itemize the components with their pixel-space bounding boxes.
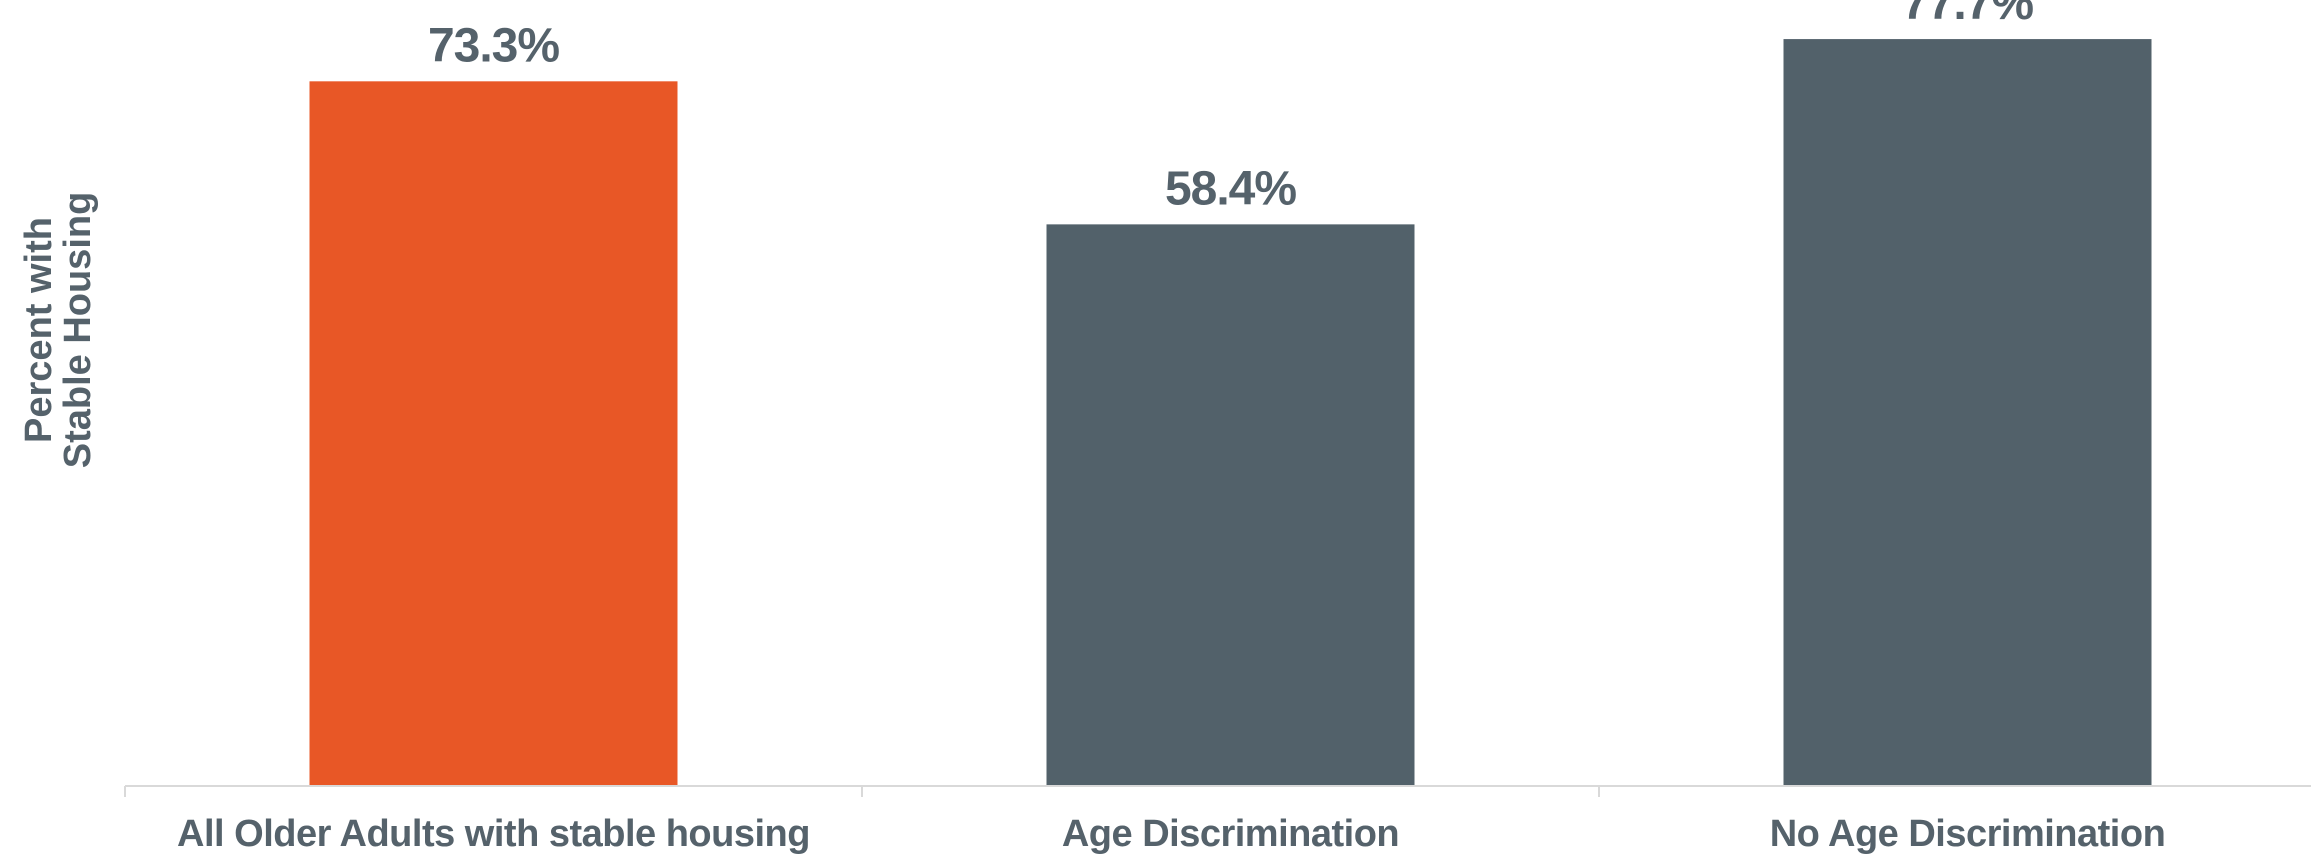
y-axis-title-line-1: Percent with bbox=[18, 217, 60, 443]
y-axis-title-line-2: Stable Housing bbox=[57, 192, 99, 469]
bar-value-label: 73.3% bbox=[428, 19, 559, 72]
y-axis-title: Percent with Stable Housing bbox=[18, 192, 99, 469]
bar-value-label: 58.4% bbox=[1165, 162, 1296, 215]
category-labels-group: All Older Adults with stable housing Age … bbox=[177, 813, 2166, 855]
value-labels-group: 73.3% 58.4% 77.7% bbox=[428, 0, 2034, 215]
x-axis bbox=[124, 785, 2311, 797]
bar bbox=[1046, 224, 1415, 786]
x-tick-label: No Age Discrimination bbox=[1770, 813, 2166, 855]
bar bbox=[1783, 39, 2152, 785]
bars-group bbox=[309, 39, 2152, 786]
x-tick-label: Age Discrimination bbox=[1062, 813, 1399, 855]
x-tick-label: All Older Adults with stable housing bbox=[177, 813, 810, 855]
bar bbox=[309, 81, 678, 785]
bar-value-label: 77.7% bbox=[1902, 0, 2033, 30]
